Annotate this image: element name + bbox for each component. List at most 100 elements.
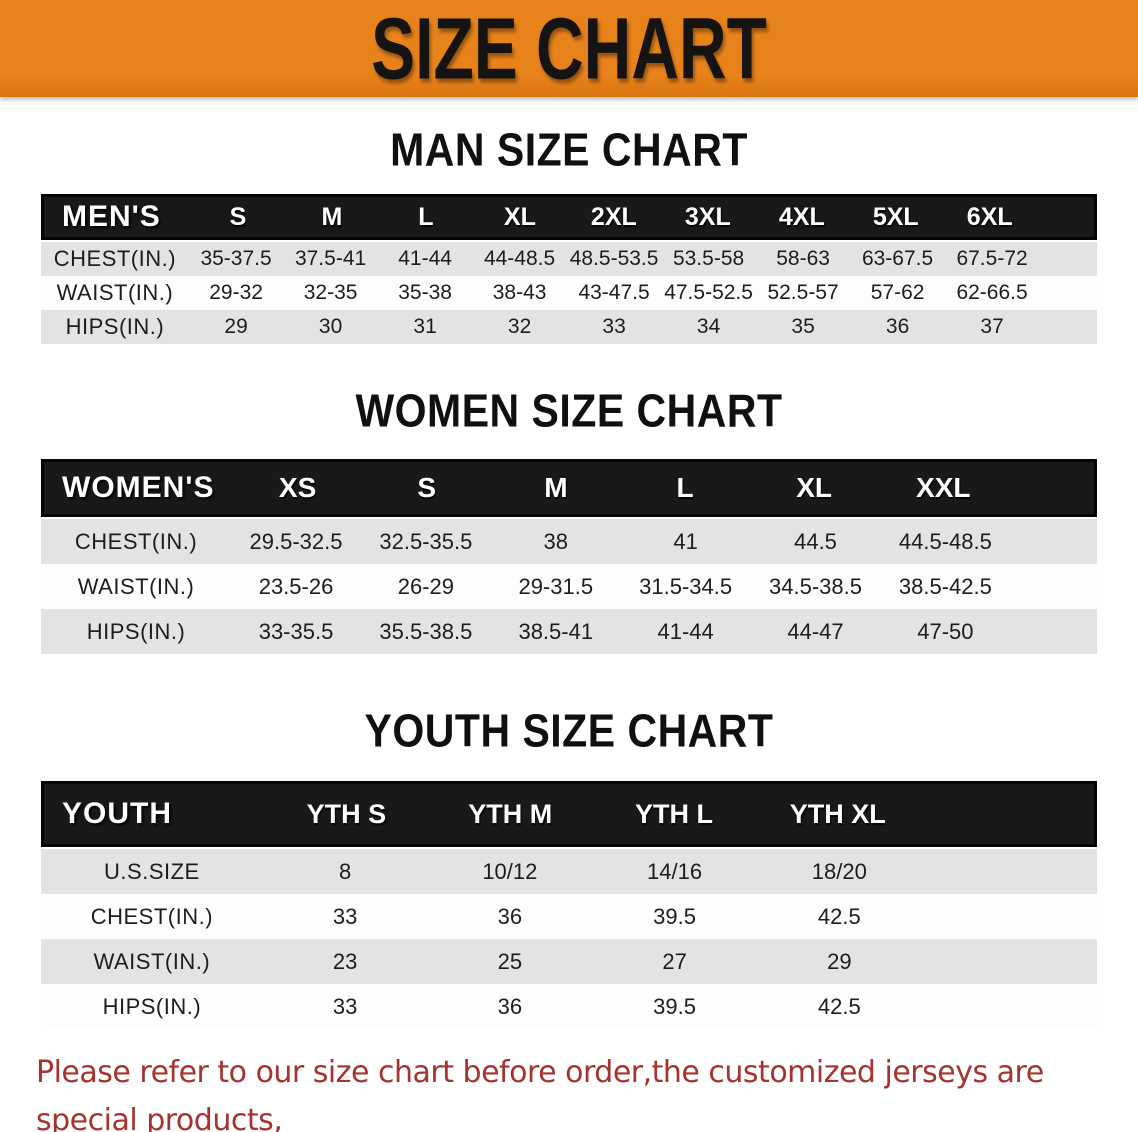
size-value: 23.5-26 <box>258 573 334 599</box>
men-size-section: MAN SIZE CHART MEN'S S M L XL 2XL 3XL 4XL 5XL 6XL… <box>0 124 1138 344</box>
row-label: HIPS(IN.) <box>86 618 186 644</box>
size-column-header: XL <box>796 472 833 503</box>
women-size-table: WOMEN'S XS S M L XL XXL CHEST(IN.) 29.5-32.5 32.5… <box>41 459 1097 654</box>
size-value: 36 <box>885 315 910 338</box>
size-column-header: YTH L <box>634 798 713 829</box>
size-value: 36 <box>497 903 523 929</box>
table-row: CHEST(IN.) 29.5-32.5 32.5-35.5 38 41 44.5 44.5… <box>41 519 1097 564</box>
table-header-row: MEN'S S M L XL 2XL 3XL 4XL 5XL 6XL <box>41 194 1097 240</box>
row-label: WAIST(IN.) <box>56 280 174 305</box>
size-column-header: S <box>229 202 247 231</box>
size-value: 52.5-57 <box>767 281 839 304</box>
size-column-header: 5XL <box>872 202 919 231</box>
row-label: WAIST(IN.) <box>77 573 195 599</box>
row-label: HIPS(IN.) <box>65 314 165 339</box>
size-value: 23 <box>332 948 358 974</box>
size-value: 41-44 <box>398 247 452 270</box>
size-value: 18/20 <box>811 858 867 884</box>
size-value: 35 <box>791 315 815 338</box>
size-chart-banner: SIZE CHART <box>0 0 1138 97</box>
size-value: 35.5-38.5 <box>379 618 473 644</box>
size-value: 63-67.5 <box>861 247 934 270</box>
table-row: U.S.SIZE 8 10/12 14/16 18/20 <box>41 849 1097 894</box>
size-column-header: 6XL <box>966 202 1013 231</box>
size-column-header: L <box>676 472 694 503</box>
size-value: 53.5-58 <box>672 247 745 270</box>
size-value: 32.5-35.5 <box>379 528 473 554</box>
size-value: 10/12 <box>482 858 538 884</box>
size-value: 26-29 <box>397 573 455 599</box>
size-value: 31.5-34.5 <box>639 573 733 599</box>
size-column-header: YTH M <box>468 798 553 829</box>
size-value: 31 <box>413 315 437 338</box>
size-column-header: XS <box>278 472 317 503</box>
size-value: 38.5-41 <box>518 618 594 644</box>
size-column-header: 2XL <box>590 202 637 231</box>
table-group-label: YOUTH <box>62 797 172 830</box>
size-value: 32 <box>507 315 532 338</box>
youth-size-table: YOUTH YTH S YTH M YTH L YTH XL U.S.SIZE 8 10/12… <box>41 781 1097 1029</box>
table-group-label: WOMEN'S <box>62 471 215 504</box>
men-size-table: MEN'S S M L XL 2XL 3XL 4XL 5XL 6XL CHEST(IN.) 35-37… <box>41 194 1097 344</box>
size-value: 29.5-32.5 <box>249 528 343 554</box>
row-label: CHEST(IN.) <box>53 246 177 271</box>
table-group-label: MEN'S <box>62 200 161 233</box>
size-value: 34.5-38.5 <box>769 573 862 599</box>
size-column-header: XL <box>503 202 536 231</box>
size-value: 57-62 <box>870 281 925 304</box>
row-label: U.S.SIZE <box>104 858 200 884</box>
table-header-row: YOUTH YTH S YTH M YTH L YTH XL <box>41 781 1097 847</box>
table-row: HIPS(IN.) 33 36 39.5 42.5 <box>41 984 1097 1029</box>
youth-section-heading: YOUTH SIZE CHART <box>364 705 774 757</box>
size-value: 44-48.5 <box>483 247 556 270</box>
size-value: 14/16 <box>647 858 703 884</box>
size-column-header: M <box>544 472 568 503</box>
table-row: CHEST(IN.) 33 36 39.5 42.5 <box>41 894 1097 939</box>
size-value: 29-31.5 <box>518 573 594 599</box>
size-column-header: M <box>321 202 343 231</box>
size-value: 58-63 <box>776 247 830 270</box>
size-value: 42.5 <box>817 993 861 1019</box>
size-value: 41 <box>673 528 698 554</box>
table-row: WAIST(IN.) 23 25 27 29 <box>41 939 1097 984</box>
size-value: 29-32 <box>209 281 263 304</box>
size-value: 44.5 <box>794 528 837 554</box>
size-value: 27 <box>662 948 687 974</box>
size-column-header: S <box>417 472 437 503</box>
size-value: 47-50 <box>917 618 974 644</box>
size-value: 36 <box>497 993 523 1019</box>
banner-title: SIZE CHART <box>371 0 767 98</box>
table-header-row: WOMEN'S XS S M L XL XXL <box>41 459 1097 517</box>
size-value: 25 <box>497 948 523 974</box>
table-row: CHEST(IN.) 35-37.5 37.5-41 41-44 44-48.5 48.5… <box>41 242 1097 276</box>
size-value: 35-38 <box>398 281 452 304</box>
size-value: 33 <box>332 903 358 929</box>
size-value: 44-47 <box>787 618 844 644</box>
size-value: 67.5-72 <box>956 247 1028 270</box>
size-value: 39.5 <box>653 993 696 1019</box>
size-value: 29 <box>827 948 852 974</box>
size-value: 30 <box>318 315 343 338</box>
row-label: CHEST(IN.) <box>74 528 198 554</box>
row-label: CHEST(IN.) <box>90 903 214 929</box>
size-value: 43-47.5 <box>578 281 650 304</box>
size-value: 38 <box>543 528 568 554</box>
size-value: 8 <box>338 858 352 884</box>
youth-size-section: YOUTH SIZE CHART YOUTH YTH S YTH M YTH L YTH… <box>0 705 1138 1029</box>
size-value: 62-66.5 <box>956 281 1028 304</box>
row-label: HIPS(IN.) <box>102 993 202 1019</box>
disclaimer-line-1: Please refer to our size chart before or… <box>36 1055 1044 1132</box>
size-value: 34 <box>696 315 721 338</box>
size-value: 33 <box>332 993 358 1019</box>
size-column-header: 4XL <box>778 202 825 231</box>
size-value: 37.5-41 <box>294 247 367 270</box>
size-value: 32-35 <box>303 281 358 304</box>
size-value: 33-35.5 <box>258 618 334 644</box>
size-value: 48.5-53.5 <box>569 247 659 270</box>
women-section-heading: WOMEN SIZE CHART <box>355 385 783 437</box>
size-value: 29 <box>224 315 248 338</box>
size-value: 37 <box>980 315 1004 338</box>
size-column-header: 3XL <box>684 202 731 231</box>
order-disclaimer: Please refer to our size chart before or… <box>36 1049 1118 1132</box>
size-value: 47.5-52.5 <box>664 281 753 304</box>
